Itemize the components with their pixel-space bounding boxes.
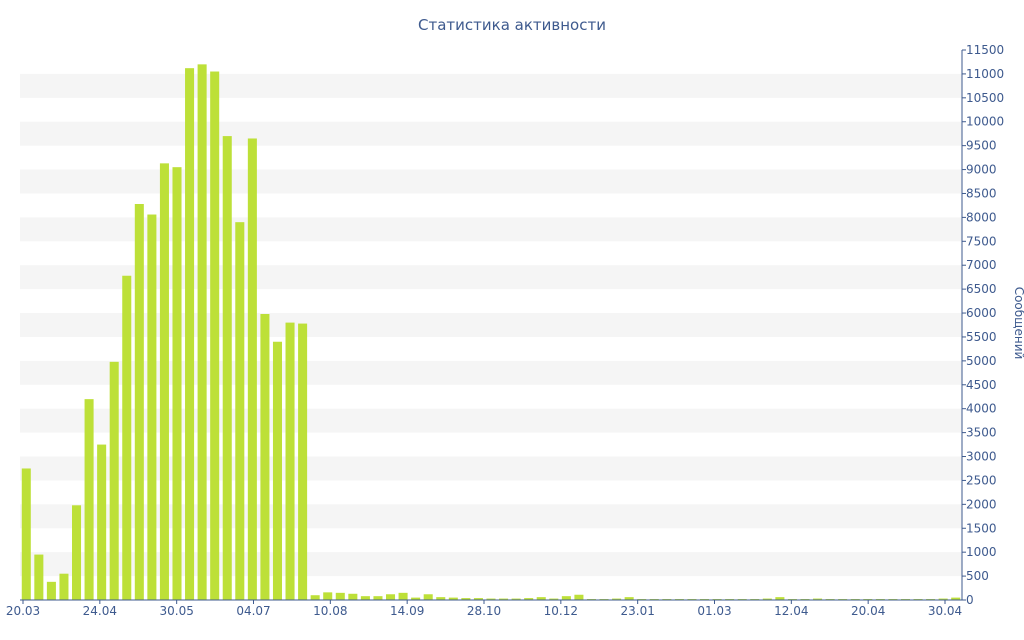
bar[interactable] — [222, 136, 232, 600]
bar[interactable] — [561, 596, 571, 600]
y-tick-label: 5500 — [966, 330, 997, 344]
x-tick-label: 10.12 — [544, 604, 578, 618]
y-tick-label: 3500 — [966, 426, 997, 440]
bar[interactable] — [536, 597, 546, 600]
bar[interactable] — [210, 71, 220, 600]
bar[interactable] — [335, 592, 345, 600]
bar[interactable] — [197, 64, 207, 601]
grid-band — [20, 121, 962, 146]
bar[interactable] — [97, 444, 107, 600]
bar[interactable] — [172, 167, 182, 601]
bar[interactable] — [147, 214, 157, 600]
bar[interactable] — [461, 598, 471, 600]
bar[interactable] — [524, 598, 534, 600]
chart-title: Статистика активности — [418, 16, 606, 34]
bar[interactable] — [185, 68, 195, 601]
bar[interactable] — [360, 596, 370, 600]
x-tick-label: 28.10 — [467, 604, 501, 618]
bar[interactable] — [951, 597, 961, 600]
bar[interactable] — [247, 138, 257, 601]
bar[interactable] — [109, 361, 119, 600]
bar[interactable] — [775, 597, 785, 600]
y-tick-label: 8500 — [966, 186, 997, 200]
bar[interactable] — [72, 505, 82, 600]
bar[interactable] — [549, 598, 559, 600]
x-tick-label: 30.05 — [159, 604, 193, 618]
bar[interactable] — [235, 222, 245, 601]
x-tick-label: 23.01 — [620, 604, 654, 618]
y-tick-label: 3000 — [966, 450, 997, 464]
bar[interactable] — [59, 573, 69, 600]
bar[interactable] — [84, 399, 94, 600]
bar[interactable] — [159, 163, 169, 600]
bar[interactable] — [486, 598, 496, 600]
bar[interactable] — [574, 594, 584, 600]
bar[interactable] — [423, 594, 433, 600]
bar[interactable] — [21, 468, 31, 600]
bar[interactable] — [34, 554, 44, 600]
y-tick-label: 10500 — [966, 91, 1004, 105]
y-tick-label: 4500 — [966, 378, 997, 392]
y-tick-label: 6000 — [966, 306, 997, 320]
bar[interactable] — [260, 314, 270, 600]
bar[interactable] — [386, 594, 396, 600]
y-tick-label: 1000 — [966, 545, 997, 559]
bar[interactable] — [373, 596, 383, 600]
x-tick-label: 14.09 — [390, 604, 424, 618]
y-tick-label: 10000 — [966, 115, 1004, 129]
bar-series — [21, 64, 961, 601]
x-axis-ticks: 20.03 24.04 30.05 04.07 10.08 14.09 28.10 10.12… — [6, 600, 962, 618]
y-tick-label: 0 — [966, 593, 974, 607]
y-tick-label: 6500 — [966, 282, 997, 296]
bar[interactable] — [134, 204, 144, 600]
bar[interactable] — [310, 595, 320, 600]
y-axis-title: Сообщений — [1012, 287, 1024, 360]
bar[interactable] — [511, 598, 521, 600]
bar[interactable] — [448, 597, 458, 600]
y-tick-label: 11500 — [966, 43, 1004, 57]
x-tick-label: 20.04 — [851, 604, 885, 618]
bar[interactable] — [813, 598, 823, 600]
y-tick-label: 9000 — [966, 163, 997, 177]
bar[interactable] — [398, 592, 408, 600]
x-tick-label: 04.07 — [236, 604, 270, 618]
y-tick-label: 7000 — [966, 258, 997, 272]
bar[interactable] — [624, 597, 634, 600]
bar[interactable] — [938, 598, 948, 600]
y-tick-label: 5000 — [966, 354, 997, 368]
bar[interactable] — [411, 597, 421, 600]
y-tick-label: 1500 — [966, 521, 997, 535]
y-tick-label: 11000 — [966, 67, 1004, 81]
x-tick-label: 12.04 — [774, 604, 808, 618]
x-tick-label: 20.03 — [6, 604, 40, 618]
bar[interactable] — [762, 598, 772, 600]
x-tick-label: 01.03 — [697, 604, 731, 618]
bar[interactable] — [499, 598, 509, 600]
bar[interactable] — [285, 322, 295, 600]
x-tick-label: 30.04 — [928, 604, 962, 618]
y-axis-ticks: 0 500 1000 1500 2000 2500 3000 3500 4000 4500 5000… — [962, 43, 1004, 607]
y-tick-label: 8000 — [966, 210, 997, 224]
x-tick-label: 24.04 — [83, 604, 117, 618]
bar[interactable] — [323, 592, 333, 600]
bar[interactable] — [46, 581, 56, 600]
y-tick-label: 2000 — [966, 497, 997, 511]
y-tick-label: 2500 — [966, 473, 997, 487]
y-tick-label: 7500 — [966, 234, 997, 248]
bar[interactable] — [436, 597, 446, 600]
bar[interactable] — [272, 341, 282, 600]
bar[interactable] — [298, 323, 308, 600]
y-tick-label: 500 — [966, 569, 989, 583]
y-tick-label: 4000 — [966, 402, 997, 416]
x-tick-label: 10.08 — [313, 604, 347, 618]
bar[interactable] — [122, 275, 132, 600]
grid-band — [20, 73, 962, 98]
bar[interactable] — [473, 598, 483, 600]
y-tick-label: 9500 — [966, 139, 997, 153]
bar[interactable] — [612, 598, 622, 600]
bar[interactable] — [348, 593, 358, 600]
